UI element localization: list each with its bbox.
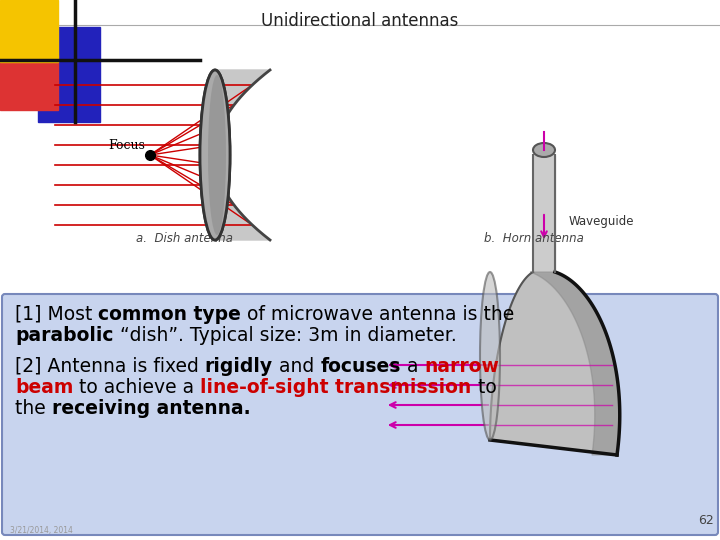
Bar <box>0 55 58 110</box>
Text: Waveguide: Waveguide <box>569 215 634 228</box>
Text: to: to <box>472 378 497 397</box>
Text: a.  Dish antenna: a. Dish antenna <box>137 232 233 245</box>
Text: focuses: focuses <box>320 357 400 376</box>
Polygon shape <box>490 272 620 455</box>
Text: Focus: Focus <box>108 139 145 152</box>
Text: line-of-sight transmission: line-of-sight transmission <box>200 378 472 397</box>
Text: rigidly: rigidly <box>205 357 273 376</box>
Text: a: a <box>400 357 424 376</box>
Text: 3/21/2014, 2014: 3/21/2014, 2014 <box>10 526 73 535</box>
Ellipse shape <box>533 143 555 157</box>
Ellipse shape <box>200 70 230 240</box>
Text: “dish”. Typical size: 3m in diameter.: “dish”. Typical size: 3m in diameter. <box>114 326 456 345</box>
Text: receiving antenna.: receiving antenna. <box>52 399 251 418</box>
Polygon shape <box>530 272 620 455</box>
Ellipse shape <box>480 272 500 440</box>
Text: [1] Most: [1] Most <box>15 305 99 324</box>
Text: common type: common type <box>99 305 241 324</box>
Bar <box>0 0 58 62</box>
Polygon shape <box>215 70 270 240</box>
Text: beam: beam <box>15 378 73 397</box>
FancyBboxPatch shape <box>2 294 718 535</box>
Text: b.  Horn antenna: b. Horn antenna <box>484 232 584 245</box>
Text: narrow: narrow <box>424 357 499 376</box>
Text: parabolic: parabolic <box>15 326 114 345</box>
Text: of microwave antenna is the: of microwave antenna is the <box>241 305 515 324</box>
Text: [2] Antenna is fixed: [2] Antenna is fixed <box>15 357 205 376</box>
Text: and: and <box>273 357 320 376</box>
Polygon shape <box>533 155 555 272</box>
Bar <box>38 27 100 122</box>
Text: Unidirectional antennas: Unidirectional antennas <box>261 12 459 30</box>
Text: the: the <box>15 399 52 418</box>
Text: 62: 62 <box>698 514 714 527</box>
Text: to achieve a: to achieve a <box>73 378 200 397</box>
Ellipse shape <box>208 75 226 235</box>
